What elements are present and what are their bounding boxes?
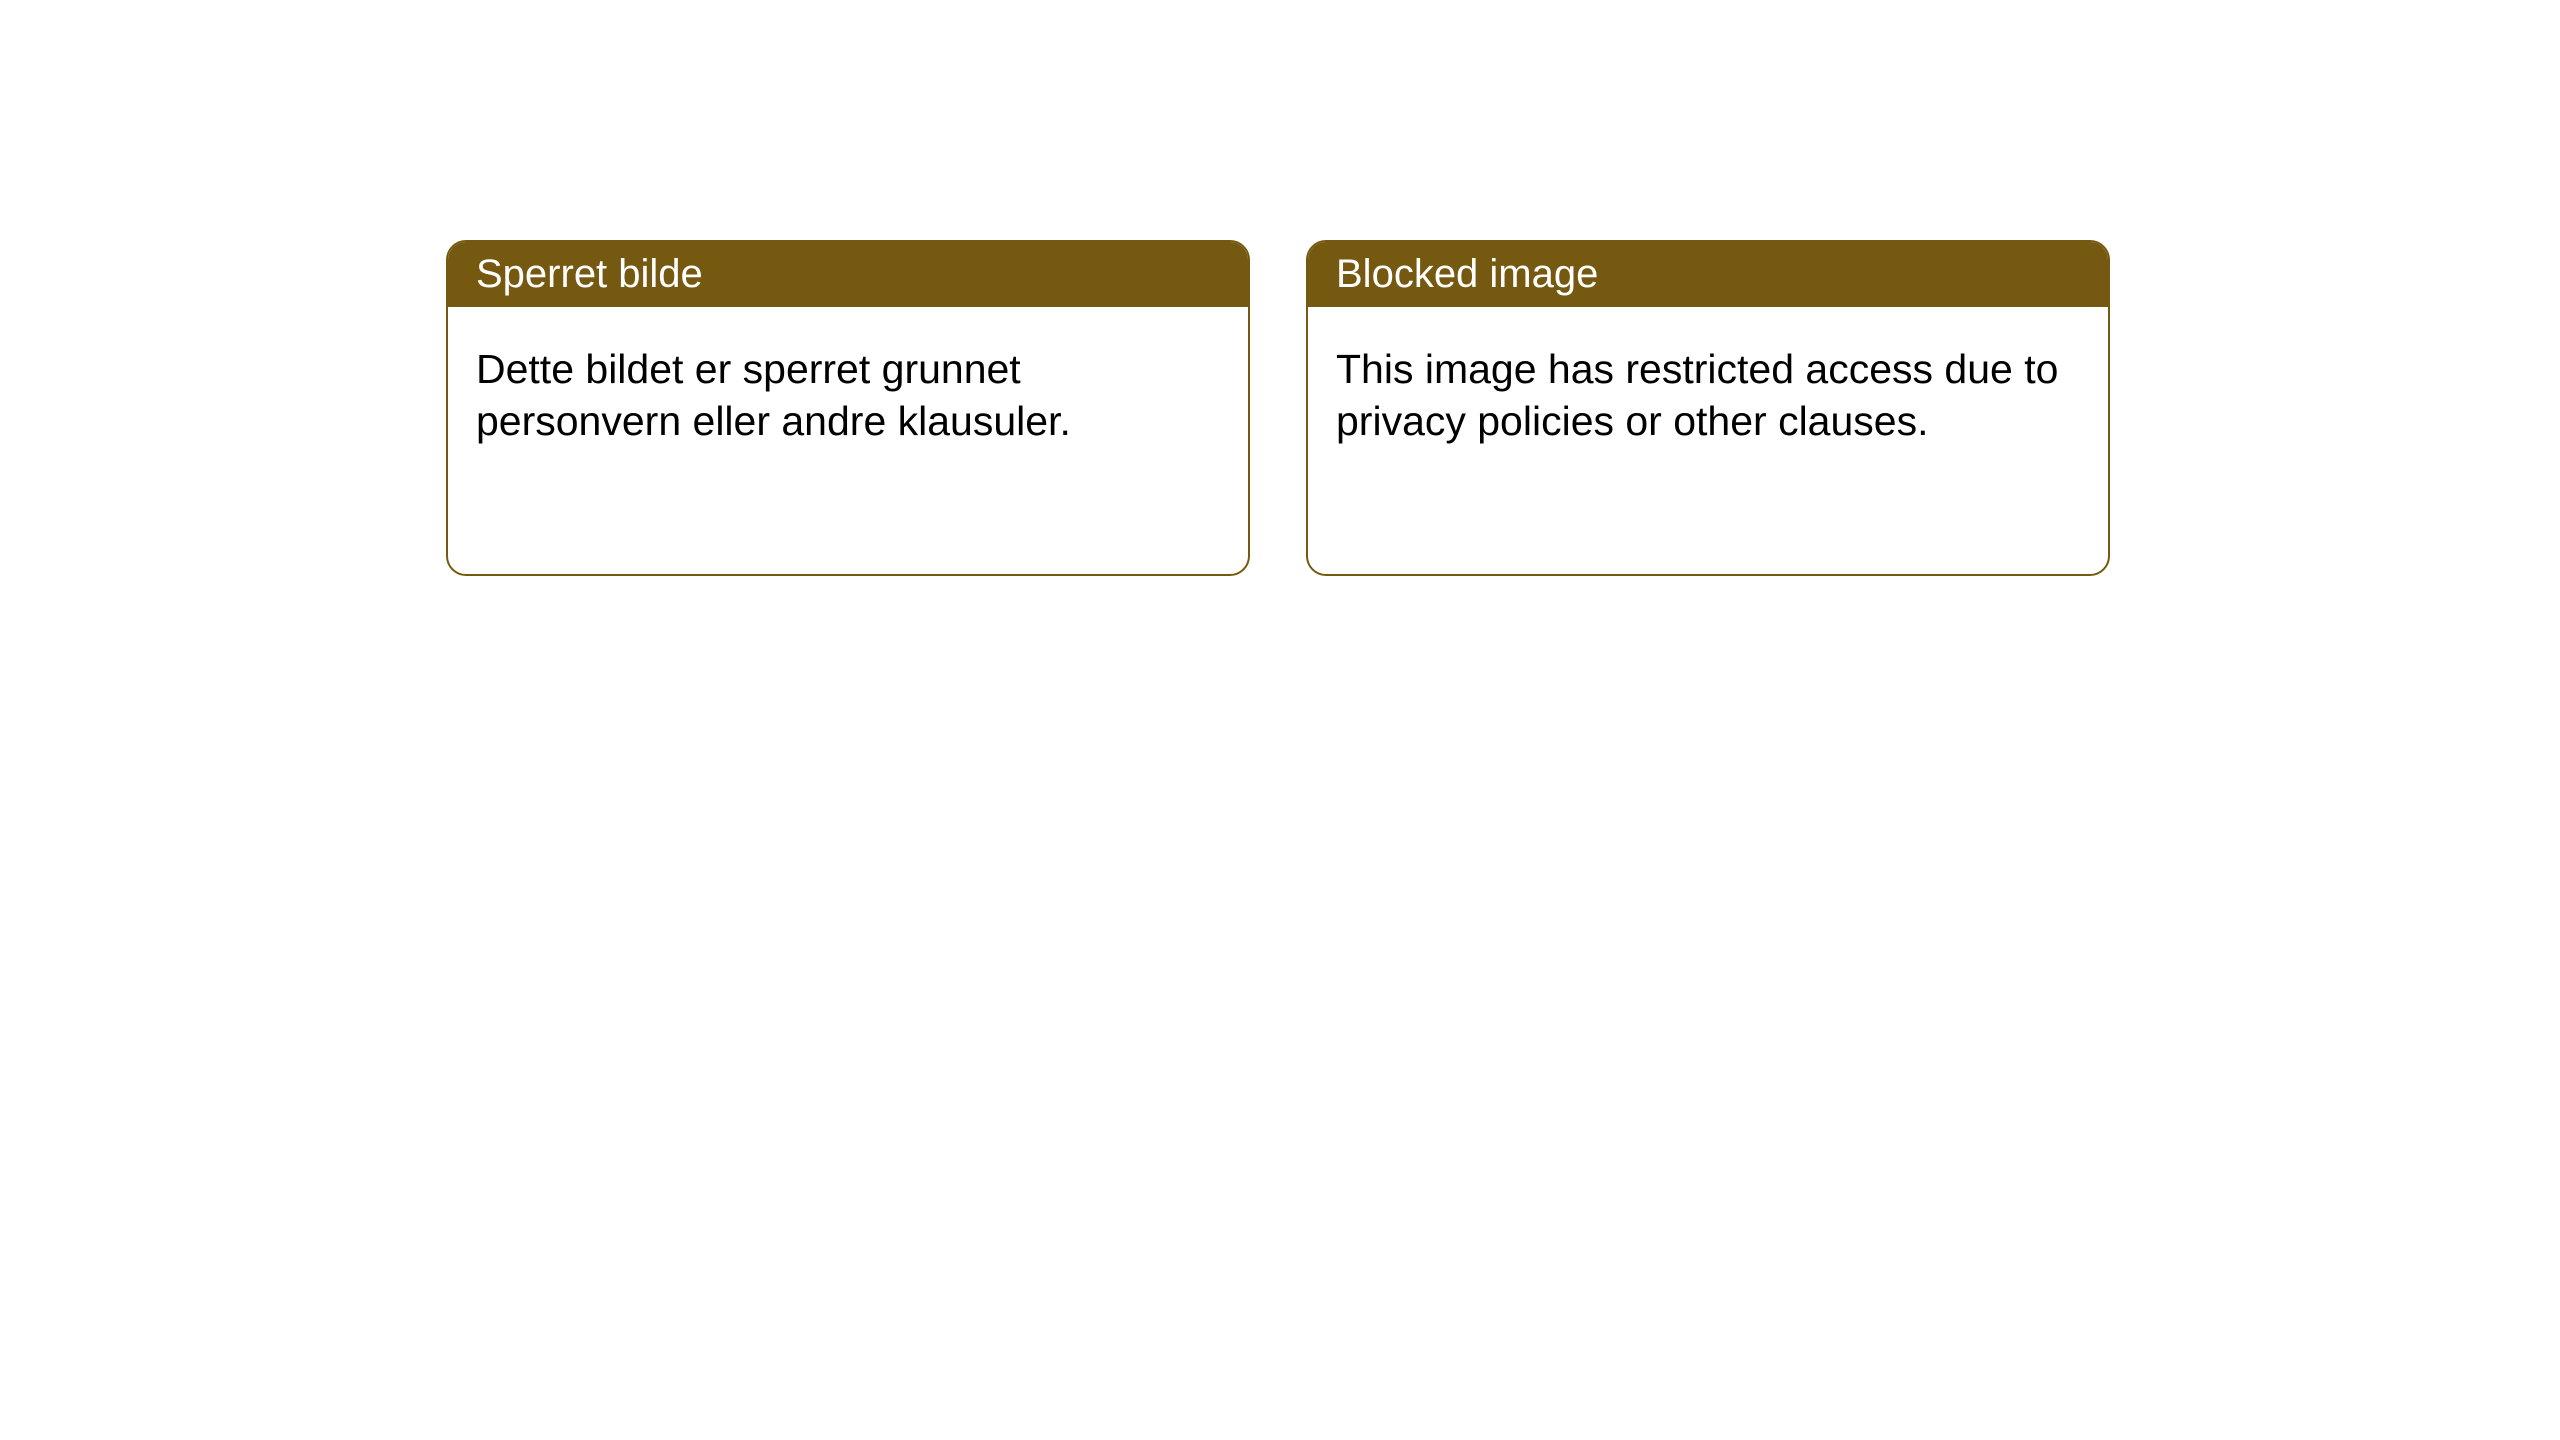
blocked-image-card-no: Sperret bilde Dette bildet er sperret gr… bbox=[446, 240, 1250, 576]
card-header-no: Sperret bilde bbox=[448, 242, 1248, 307]
card-header-en: Blocked image bbox=[1308, 242, 2108, 307]
card-title-en: Blocked image bbox=[1336, 252, 1598, 296]
blocked-image-card-en: Blocked image This image has restricted … bbox=[1306, 240, 2110, 576]
card-body-en: This image has restricted access due to … bbox=[1308, 307, 2108, 484]
card-body-no: Dette bildet er sperret grunnet personve… bbox=[448, 307, 1248, 484]
card-message-en: This image has restricted access due to … bbox=[1336, 346, 2058, 444]
card-message-no: Dette bildet er sperret grunnet personve… bbox=[476, 346, 1071, 444]
cards-container: Sperret bilde Dette bildet er sperret gr… bbox=[0, 0, 2560, 576]
card-title-no: Sperret bilde bbox=[476, 252, 703, 296]
